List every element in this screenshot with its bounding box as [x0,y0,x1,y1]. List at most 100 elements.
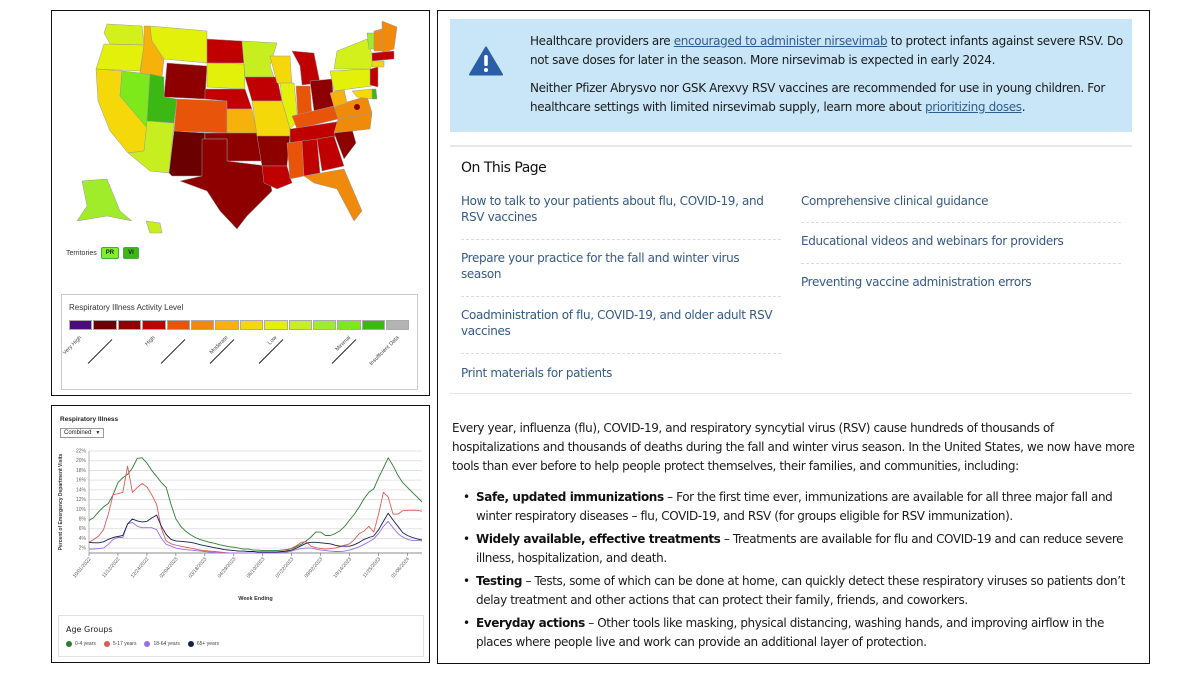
otp-link-prepare-practice[interactable]: Prepare your practice for the fall and w… [461,251,740,281]
svg-text:11/12/2022: 11/12/2022 [101,556,122,579]
otp-right-column: Comprehensive clinical guidance Educatio… [801,193,1121,290]
legend-dot-icon [187,641,194,647]
state-la[interactable] [261,165,293,190]
state-de[interactable] [371,88,378,100]
alert-paragraph-2: Neither Pfizer Abrysvo nor GSK Arexvy RS… [530,81,1106,114]
age-group-legend-item[interactable]: 0-4 years [66,641,96,647]
territory-vi[interactable]: VI [123,247,139,259]
svg-text:10%: 10% [76,507,87,513]
svg-text:4%: 4% [79,536,87,542]
state-pa[interactable] [329,68,373,92]
territories-label: Territories [66,249,97,257]
svg-text:12%: 12% [76,497,87,503]
otp-top-border [450,145,1132,147]
svg-text:07/22/2023: 07/22/2023 [275,556,296,579]
legend-swatch [361,320,386,330]
illness-type-select[interactable]: Combined ▼ [60,428,105,438]
state-mn[interactable] [241,40,278,78]
state-ma[interactable] [371,50,395,62]
list-item: Testing – Tests, some of which can be do… [452,572,1142,610]
state-al[interactable] [301,138,321,177]
svg-text:11/25/2023: 11/25/2023 [362,556,383,579]
svg-text:12/24/2022: 12/24/2022 [130,556,151,579]
alert-text: Healthcare providers are encouraged to a… [530,32,1125,126]
series-line-3 [88,512,423,553]
legend-item-label: 5-17 years [112,641,137,647]
state-va[interactable] [333,95,373,120]
svg-text:22%: 22% [76,449,87,455]
svg-text:03/18/2023: 03/18/2023 [188,556,209,579]
state-ct[interactable] [371,60,385,68]
legend-label: Insufficient Data [368,335,401,368]
state-ga[interactable] [316,135,345,172]
state-ks[interactable] [226,108,258,134]
svg-text:10/14/2023: 10/14/2023 [332,556,353,579]
state-md[interactable] [351,88,373,100]
otp-link-coadministration[interactable]: Coadministration of flu, COVID-19, and o… [461,308,773,338]
state-co[interactable] [173,98,228,134]
state-nm[interactable] [168,130,206,177]
state-nh[interactable] [373,28,383,52]
state-ms[interactable] [286,140,305,180]
state-dc[interactable] [354,104,360,110]
alert-paragraph-1: Healthcare providers are encouraged to a… [530,34,1123,67]
us-activity-map[interactable] [52,11,431,247]
otp-divider [461,353,781,354]
state-ak[interactable] [76,178,133,222]
legend-labels: Very High High Moderate Low Minimal Insuffici… [62,333,417,388]
state-az[interactable] [127,120,175,174]
svg-text:6%: 6% [79,526,87,532]
otp-divider [801,222,1121,223]
legend-item-label: 18-64 years [153,641,180,647]
territory-pr[interactable]: PR [100,247,120,259]
legend-separator [160,339,186,364]
state-ar[interactable] [256,135,291,167]
age-group-legend-item[interactable]: 5-17 years [103,641,137,647]
legend-swatch [190,320,215,330]
legend-label: High [144,335,157,348]
state-wa[interactable] [103,23,145,46]
nirsevimab-link[interactable]: encouraged to administer nirsevimab [673,34,888,48]
series-line-2 [89,520,423,554]
legend-swatch [69,320,93,330]
state-wy[interactable] [163,62,208,100]
svg-text:04/29/2023: 04/29/2023 [217,556,238,579]
svg-text:02/04/2023: 02/04/2023 [159,556,180,579]
otp-link-educational-videos[interactable]: Educational videos and webinars for prov… [801,234,1064,248]
legend-item-label: 0-4 years [75,641,96,647]
svg-text:14%: 14% [76,487,87,493]
legend-swatch [239,320,264,330]
respiratory-illness-chart-panel: Respiratory Illness Combined ▼ 2% 4% 6% 8% 1… [51,405,430,663]
age-groups-title: Age Groups [66,625,113,634]
state-mt[interactable] [149,25,208,64]
state-tx[interactable] [179,138,273,230]
prioritizing-doses-link[interactable]: prioritizing doses [924,100,1022,114]
otp-link-clinical-guidance[interactable]: Comprehensive clinical guidance [801,194,989,208]
state-mi[interactable] [291,50,321,86]
content-panel: Healthcare providers are encouraged to a… [437,10,1150,664]
list-item: Widely available, effective treatments –… [452,530,1142,568]
state-nd[interactable] [206,38,245,64]
otp-divider [461,296,781,297]
legend-swatches [69,320,410,330]
state-or[interactable] [95,43,145,72]
on-this-page-title: On This Page [461,160,547,176]
otp-link-preventing-errors[interactable]: Preventing vaccine administration errors [801,275,1032,289]
state-sd[interactable] [206,62,246,90]
nirsevimab-alert: Healthcare providers are encouraged to a… [450,19,1132,132]
state-nj[interactable] [369,66,379,88]
otp-link-talk-to-patients[interactable]: How to talk to your patients about flu, … [461,194,764,224]
age-group-legend-item[interactable]: 65+ years [187,641,219,647]
svg-text:2%: 2% [79,546,87,552]
svg-text:06/10/2023: 06/10/2023 [246,556,267,579]
state-me[interactable] [381,20,398,54]
otp-link-print-materials[interactable]: Print materials for patients [461,366,613,380]
age-group-legend-item[interactable]: 18-64 years [144,641,180,647]
legend-swatch [215,320,239,330]
chevron-down-icon: ▼ [95,430,101,436]
state-fl[interactable] [303,168,363,222]
state-hi[interactable] [145,220,163,234]
legend-title: Respiratory Illness Activity Level [69,303,184,312]
svg-text:09/02/2023: 09/02/2023 [303,556,324,579]
state-ny[interactable] [333,38,375,70]
